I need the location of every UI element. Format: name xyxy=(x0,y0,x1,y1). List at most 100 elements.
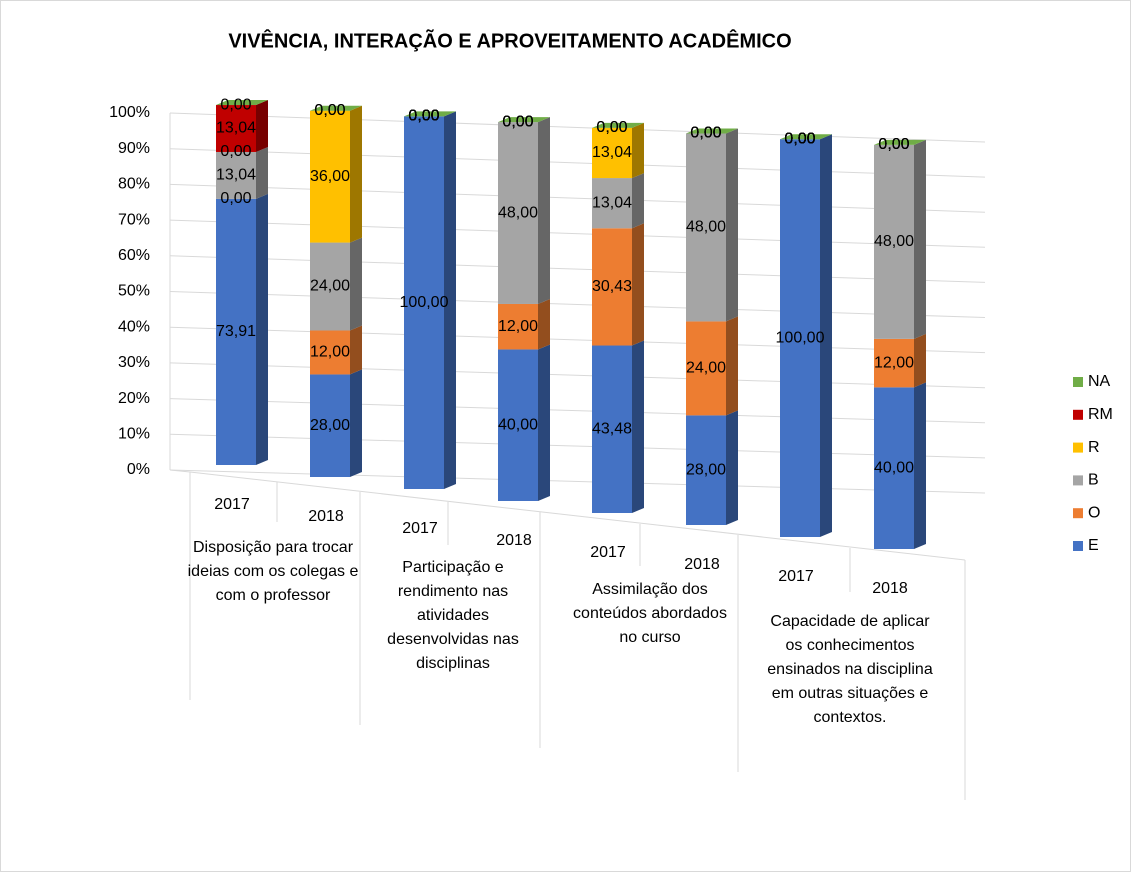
legend-label: E xyxy=(1088,537,1099,554)
bar-segment xyxy=(780,139,820,537)
group-label: Participação e rendimento nas atividades… xyxy=(387,559,519,672)
data-label: 0,00 xyxy=(690,125,721,142)
data-label: 28,00 xyxy=(686,461,726,478)
grid-line xyxy=(169,183,986,213)
bar-segment-side xyxy=(726,128,738,322)
bar-top xyxy=(498,117,550,123)
grid-line xyxy=(169,398,986,424)
y-tick-label: 100% xyxy=(109,104,150,121)
grid-line xyxy=(169,326,986,354)
bar-segment-side xyxy=(350,369,362,477)
data-label: 0,00 xyxy=(784,130,815,147)
bar-segment xyxy=(686,415,726,525)
data-label: 40,00 xyxy=(498,416,538,433)
data-label: 0,00 xyxy=(408,108,439,125)
bar-segment-side xyxy=(914,382,926,549)
grid-line xyxy=(169,219,986,248)
data-label: 48,00 xyxy=(874,233,914,250)
data-label: 0,00 xyxy=(502,113,533,130)
y-tick-label: 0% xyxy=(127,461,150,478)
data-label: 0,00 xyxy=(690,125,721,142)
bar-segment xyxy=(874,387,914,549)
data-label: 0,00 xyxy=(502,113,533,130)
bar-segment xyxy=(874,144,914,339)
data-label: 0,00 xyxy=(878,136,909,153)
bar-top xyxy=(686,128,738,134)
bar-segment-side xyxy=(632,122,644,179)
y-tick-label: 80% xyxy=(118,176,150,193)
data-label: 0,00 xyxy=(408,108,439,125)
bar-segment-side xyxy=(256,193,268,465)
x-tick-label: 2018 xyxy=(496,532,532,549)
data-label: 12,00 xyxy=(498,318,538,335)
x-tick-label: 2017 xyxy=(590,544,626,561)
grid-line xyxy=(169,469,986,494)
data-label: 100,00 xyxy=(776,329,825,346)
bar-segment-side xyxy=(538,298,550,350)
bar-segment-side xyxy=(350,105,362,243)
bar-segment-side xyxy=(350,237,362,331)
bar-segment-side xyxy=(726,410,738,525)
legend-label: O xyxy=(1088,504,1100,521)
data-label: 48,00 xyxy=(686,219,726,236)
data-label: 0,00 xyxy=(784,130,815,147)
bar-segment-side xyxy=(256,100,268,152)
bar-segment xyxy=(310,374,350,477)
data-label: 13,04 xyxy=(592,194,632,211)
data-label: 24,00 xyxy=(686,360,726,377)
data-label: 12,00 xyxy=(310,344,350,361)
x-tick-label: 2018 xyxy=(308,508,344,525)
x-tick-label: 2017 xyxy=(402,520,438,537)
data-label: 36,00 xyxy=(310,168,350,185)
bar-segment xyxy=(592,178,632,229)
bar-segment-side xyxy=(632,173,644,229)
legend-swatch xyxy=(1073,377,1083,387)
bar-segment-side xyxy=(538,344,550,501)
grid-line xyxy=(169,433,986,459)
y-tick-label: 90% xyxy=(118,140,150,157)
bar-segment xyxy=(310,110,350,243)
bar-segment xyxy=(498,349,538,501)
x-tick-label: 2018 xyxy=(684,556,720,573)
bar-top xyxy=(404,111,456,117)
bar-segment xyxy=(310,242,350,331)
data-label: 0,00 xyxy=(878,136,909,153)
grid-line xyxy=(169,112,986,143)
data-label: 0,00 xyxy=(408,108,439,125)
data-label: 12,00 xyxy=(874,354,914,371)
bar-segment-side xyxy=(444,111,456,490)
legend-swatch xyxy=(1073,409,1083,420)
data-label: 0,00 xyxy=(596,119,627,136)
bar-top xyxy=(874,139,926,145)
data-label: 0,00 xyxy=(784,130,815,147)
data-label: 24,00 xyxy=(310,278,350,295)
legend-swatch xyxy=(1073,508,1083,519)
bar-segment xyxy=(216,105,256,152)
data-label: 0,00 xyxy=(314,102,345,119)
bar-segment xyxy=(686,133,726,322)
legend-swatch xyxy=(1073,442,1083,453)
data-label: 0,00 xyxy=(314,102,345,119)
data-label: 40,00 xyxy=(874,459,914,476)
bar-segment-side xyxy=(820,134,832,537)
y-tick-label: 70% xyxy=(118,211,150,228)
bar-segment xyxy=(592,345,632,513)
bar-segment xyxy=(216,151,256,199)
bar-segment-side xyxy=(256,146,268,199)
bar-segment xyxy=(498,122,538,304)
x-tick-label: 2017 xyxy=(778,568,814,585)
grid-line xyxy=(169,362,986,389)
data-label: 13,04 xyxy=(216,167,256,184)
data-label: 30,43 xyxy=(592,278,632,295)
grid-line xyxy=(169,291,986,318)
y-tick-label: 30% xyxy=(118,354,150,371)
group-label: Assimilação dos conteúdos abordados no c… xyxy=(573,581,727,646)
bar-segment xyxy=(592,127,632,179)
data-label: 0,00 xyxy=(502,113,533,130)
bar-segment xyxy=(874,338,914,388)
group-label: Capacidade de aplicar os conhecimentos e… xyxy=(767,613,933,726)
bar-segment-side xyxy=(632,223,644,346)
